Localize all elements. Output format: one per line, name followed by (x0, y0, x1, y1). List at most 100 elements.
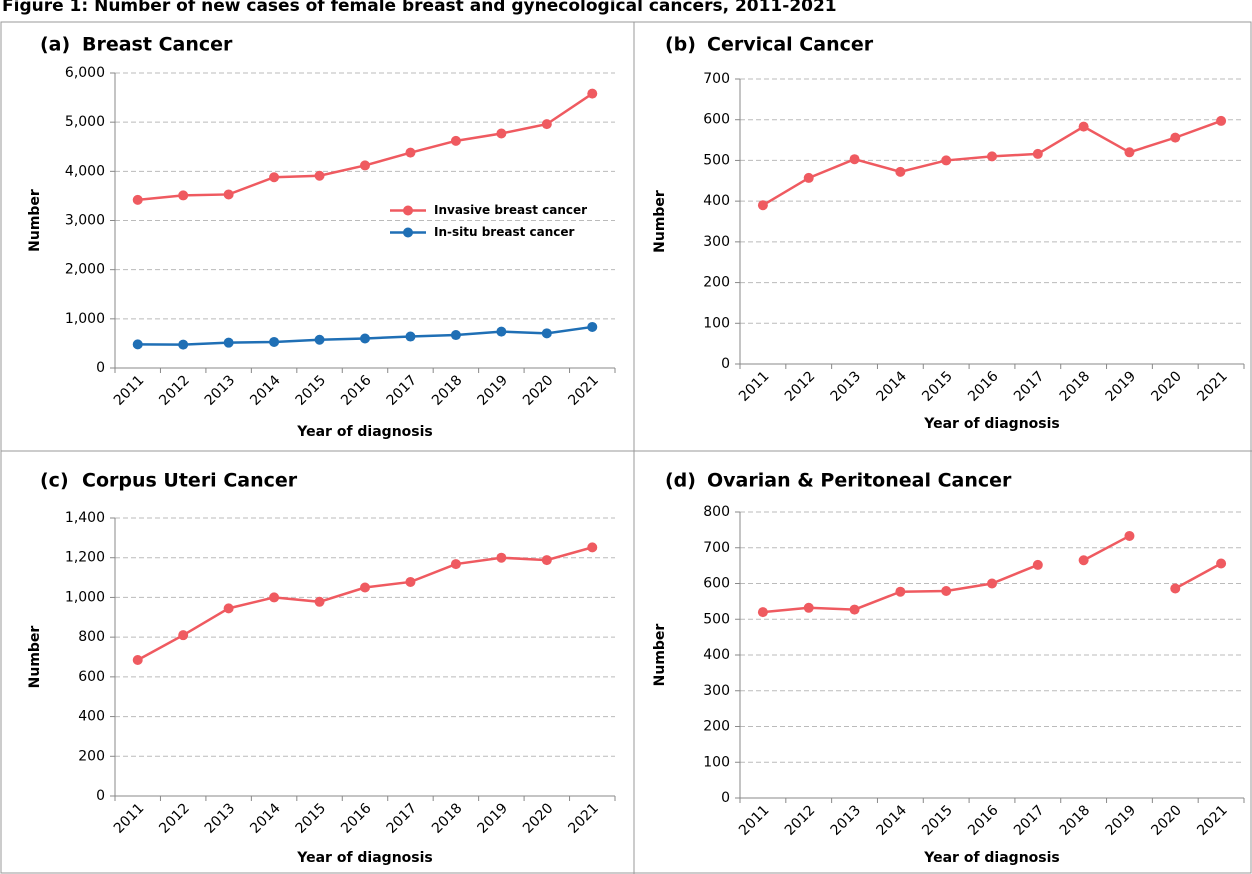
y-tick-label: 3,000 (65, 213, 105, 229)
x-tick-label: 2015 (293, 800, 330, 837)
point (1170, 583, 1181, 594)
y-tick-label: 200 (703, 719, 730, 735)
point (987, 578, 997, 589)
point (987, 151, 997, 162)
x-tick-label: 2018 (1057, 802, 1094, 839)
point (941, 586, 952, 597)
point (132, 194, 143, 205)
point (1124, 530, 1135, 541)
x-tick-label: 2018 (429, 372, 466, 409)
y-tick-label: 600 (703, 112, 730, 128)
panel-label: (c) (40, 470, 69, 492)
x-tick-label: 2020 (1148, 802, 1185, 839)
y-tick-label: 600 (703, 576, 730, 592)
x-tick-label: 2017 (1011, 368, 1048, 405)
x-tick-label: 2013 (202, 372, 239, 409)
y-tick-label: 100 (703, 754, 730, 770)
x-tick-label: 2018 (429, 800, 466, 837)
y-tick-label: 0 (96, 788, 105, 804)
point (405, 147, 416, 158)
x-axis-label: Year of diagnosis (923, 850, 1060, 866)
y-axis-label: Number (652, 624, 668, 687)
series-line (1174, 562, 1222, 590)
point (1032, 559, 1043, 570)
point (587, 542, 598, 553)
figure-title: Figure 1: Number of new cases of female … (2, 0, 837, 16)
y-tick-label: 800 (78, 629, 105, 645)
y-tick-label: 1,400 (65, 510, 105, 526)
point (360, 333, 370, 344)
y-tick-label: 1,200 (65, 550, 105, 566)
panel-label: (b) (665, 34, 696, 56)
x-tick-label: 2011 (111, 800, 148, 837)
x-tick-label: 2013 (202, 800, 239, 837)
point (360, 582, 370, 593)
point (1216, 558, 1227, 569)
x-tick-label: 2013 (828, 368, 865, 405)
point (450, 330, 461, 341)
y-tick-label: 700 (703, 540, 730, 556)
point (314, 170, 325, 181)
point (223, 337, 234, 348)
x-tick-label: 2020 (520, 800, 557, 837)
x-tick-label: 2015 (293, 372, 330, 409)
x-tick-label: 2014 (247, 800, 284, 837)
y-tick-label: 200 (78, 748, 105, 764)
point (314, 334, 325, 345)
point (269, 336, 280, 347)
point (178, 190, 189, 201)
x-tick-label: 2016 (338, 800, 375, 837)
point (849, 604, 860, 615)
point (450, 135, 461, 146)
y-tick-label: 1,000 (65, 589, 105, 605)
point (895, 586, 906, 597)
y-axis-label: Number (27, 626, 43, 689)
point (496, 326, 507, 337)
x-tick-label: 2017 (1011, 802, 1048, 839)
x-tick-label: 2012 (156, 800, 193, 837)
point (405, 331, 416, 342)
series-line (137, 92, 593, 202)
y-tick-label: 1,000 (65, 311, 105, 327)
point (132, 339, 143, 350)
point (541, 328, 552, 339)
legend-marker (403, 205, 413, 216)
y-tick-label: 200 (703, 275, 730, 291)
x-tick-label: 2014 (247, 372, 284, 409)
x-axis-label: Year of diagnosis (296, 424, 433, 440)
point (849, 154, 860, 165)
series-line (137, 546, 593, 662)
panel-label: (a) (40, 34, 70, 56)
x-tick-label: 2016 (965, 802, 1002, 839)
point (803, 602, 814, 613)
point (496, 552, 507, 563)
point (314, 596, 325, 607)
y-tick-label: 400 (703, 647, 730, 663)
point (450, 559, 461, 570)
y-tick-label: 600 (78, 669, 105, 685)
y-tick-label: 6,000 (65, 65, 105, 81)
point (541, 119, 552, 130)
point (1216, 115, 1227, 126)
series-line (1083, 534, 1131, 562)
x-tick-label: 2017 (384, 800, 421, 837)
x-axis-label: Year of diagnosis (923, 416, 1060, 432)
point (496, 128, 507, 139)
y-tick-label: 5,000 (65, 114, 105, 130)
y-tick-label: 2,000 (65, 262, 105, 278)
x-tick-label: 2016 (965, 368, 1002, 405)
y-tick-label: 500 (703, 611, 730, 627)
point (941, 155, 952, 166)
y-tick-label: 700 (703, 71, 730, 87)
x-tick-label: 2012 (156, 372, 193, 409)
y-tick-label: 300 (703, 683, 730, 699)
x-tick-label: 2014 (874, 802, 911, 839)
x-tick-label: 2011 (111, 372, 148, 409)
panel-title: Breast Cancer (82, 34, 233, 56)
point (269, 172, 280, 183)
point (405, 576, 416, 587)
point (223, 603, 234, 614)
panel-title: Corpus Uteri Cancer (82, 470, 298, 492)
point (757, 607, 768, 618)
y-tick-label: 800 (703, 504, 730, 520)
